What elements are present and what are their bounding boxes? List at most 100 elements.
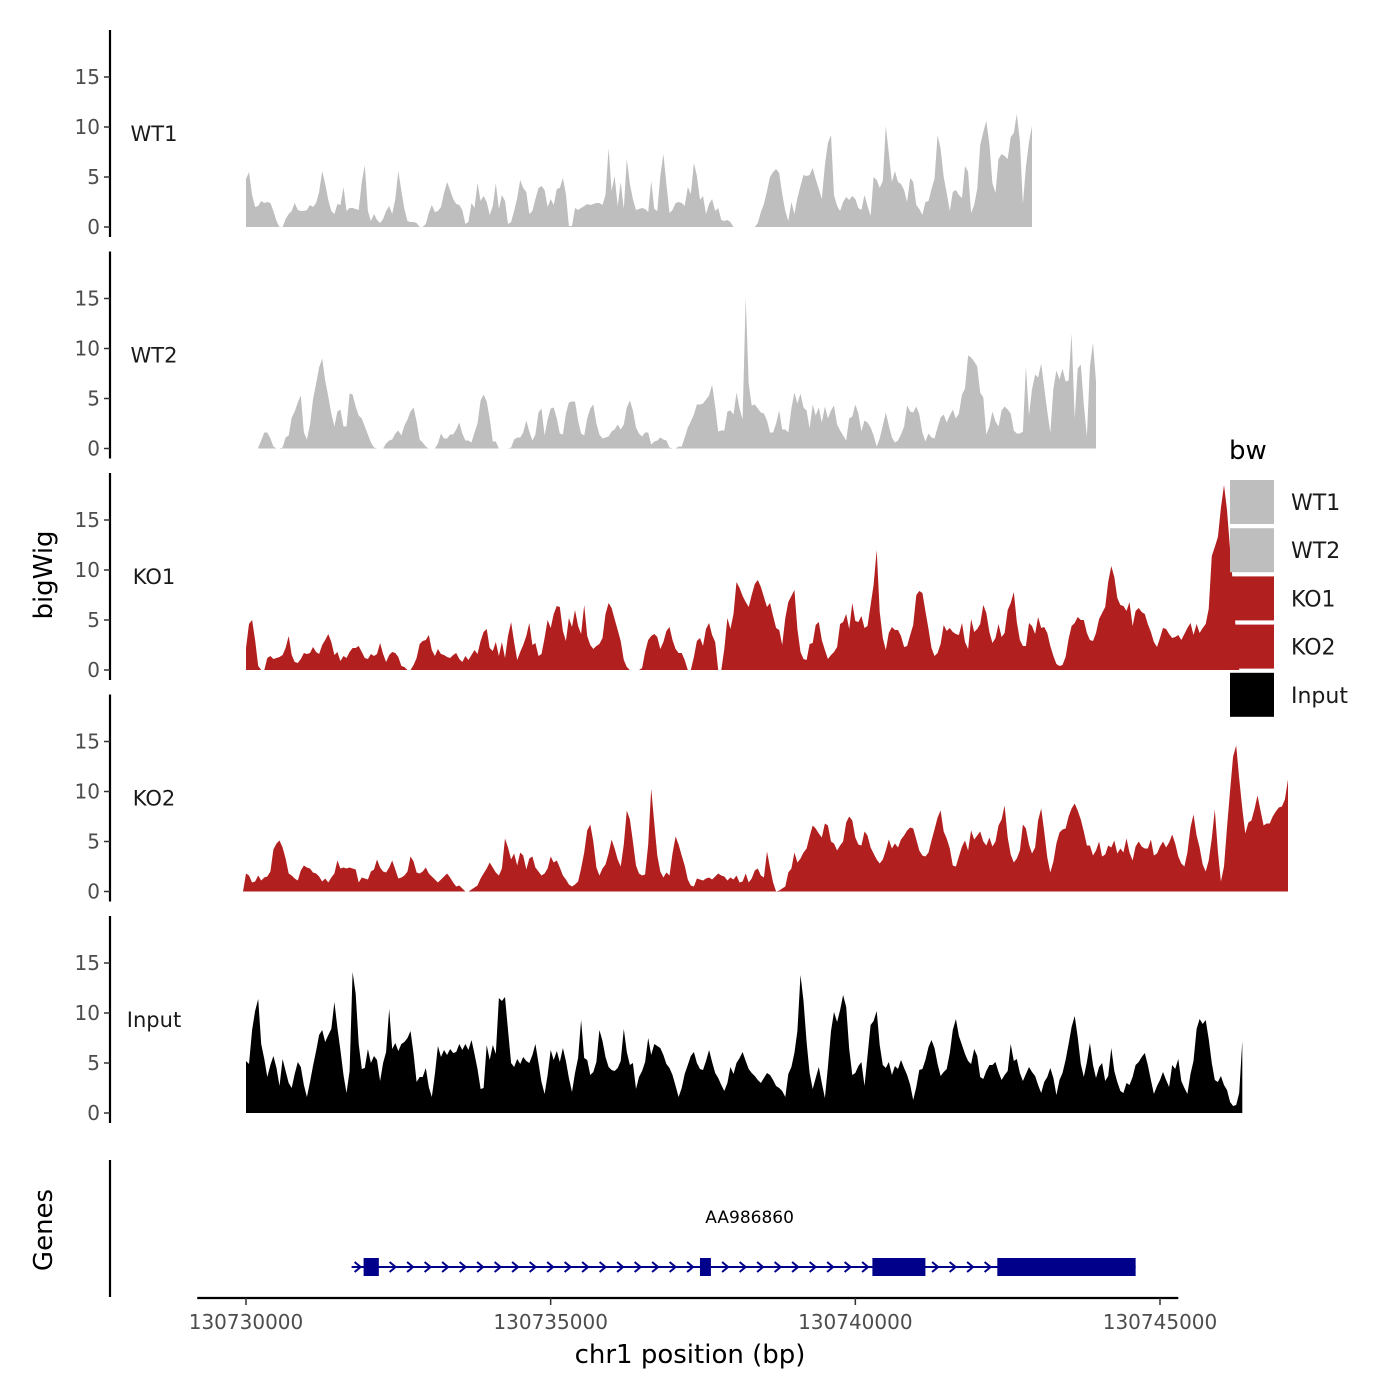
strand-arrow <box>406 1261 415 1273</box>
track-ko1: 0 5 10 15 KO1 <box>75 473 1240 682</box>
track-label: WT2 <box>131 344 178 368</box>
strand-arrow <box>423 1261 433 1273</box>
y-tick-label: 15 <box>75 730 100 754</box>
x-axis: 130730000 130735000 130740000 130745000 <box>189 1296 1218 1334</box>
legend-label: WT2 <box>1291 539 1340 564</box>
strand-arrow <box>668 1261 678 1273</box>
y-axis-title: bigWig <box>29 530 59 619</box>
strand-arrow <box>581 1261 590 1273</box>
area-input <box>246 972 1243 1113</box>
y-tick-label: 5 <box>87 387 100 411</box>
legend-item-ko1: KO1 <box>1230 576 1336 621</box>
genes-panel-title: Genes <box>29 1189 59 1271</box>
track-ko2: 0 5 10 15 KO2 <box>75 694 1288 904</box>
x-axis-title: chr1 position (bp) <box>575 1340 806 1370</box>
strand-arrow <box>791 1261 800 1273</box>
track-label: WT1 <box>131 122 178 146</box>
strand-arrow <box>686 1261 695 1273</box>
x-tick-label: 130735000 <box>493 1310 608 1334</box>
legend-swatch <box>1230 480 1274 524</box>
legend-swatch <box>1230 672 1274 717</box>
track-label: Input <box>127 1008 181 1032</box>
signal-tracks: 0 5 10 15 WT1 0 5 10 15 WT2 0 5 10 15 KO1 0 5 10 15 KO2 0 5 10… <box>75 30 1288 1125</box>
strand-arrow <box>598 1261 608 1273</box>
strand-arrow <box>546 1261 555 1273</box>
area-ko1 <box>246 485 1240 670</box>
strand-arrow <box>966 1261 975 1273</box>
strand-arrow <box>528 1261 538 1273</box>
legend-label: KO1 <box>1291 587 1336 612</box>
y-tick-label: 5 <box>87 830 100 854</box>
strand-arrow <box>721 1261 730 1273</box>
y-tick-label: 10 <box>75 1001 100 1025</box>
gene-exon <box>699 1258 711 1276</box>
gene-panel: AA986860 <box>108 1160 1136 1297</box>
y-tick-label: 10 <box>75 558 100 582</box>
track-wt2: 0 5 10 15 WT2 <box>75 251 1096 461</box>
track-label: KO2 <box>133 787 176 811</box>
legend-swatch <box>1230 576 1274 621</box>
y-tick-label: 15 <box>75 951 100 975</box>
strand-arrow <box>773 1261 783 1273</box>
legend-label: WT1 <box>1291 491 1340 516</box>
y-tick-label: 5 <box>87 165 100 189</box>
legend-item-input: Input <box>1230 672 1348 717</box>
strand-arrow <box>493 1261 503 1273</box>
strand-arrow <box>476 1261 485 1273</box>
y-tick-label: 15 <box>75 287 100 311</box>
gene-exon <box>363 1258 379 1276</box>
strand-arrow <box>563 1261 573 1273</box>
legend: bw WT1 WT2 KO1 KO2 Input <box>1229 436 1348 717</box>
strand-arrow <box>738 1261 748 1273</box>
strand-arrow <box>616 1261 625 1273</box>
legend-item-wt2: WT2 <box>1230 528 1340 573</box>
x-tick-label: 130745000 <box>1103 1310 1218 1334</box>
y-tick-label: 10 <box>75 337 100 361</box>
area-ko2 <box>243 745 1288 892</box>
strand-arrow <box>458 1261 468 1273</box>
strand-arrow <box>633 1261 643 1273</box>
area-wt2 <box>258 297 1096 449</box>
strand-arrow <box>511 1261 520 1273</box>
y-tick-label: 0 <box>87 880 100 904</box>
y-tick-label: 15 <box>75 65 100 89</box>
strand-arrow <box>353 1261 363 1273</box>
y-tick-label: 10 <box>75 780 100 804</box>
y-tick-label: 5 <box>87 1051 100 1075</box>
y-tick-label: 0 <box>87 1101 100 1125</box>
strand-arrow <box>651 1261 660 1273</box>
y-tick-label: 15 <box>75 508 100 532</box>
legend-label: KO2 <box>1291 636 1336 661</box>
strand-arrow <box>808 1261 818 1273</box>
strand-arrow <box>931 1261 940 1273</box>
gene-name-label: AA986860 <box>705 1208 794 1228</box>
area-wt1 <box>246 114 1032 227</box>
strand-arrow <box>441 1261 450 1273</box>
track-label: KO1 <box>133 565 176 589</box>
track-wt1: 0 5 10 15 WT1 <box>75 30 1032 239</box>
legend-label: Input <box>1291 684 1348 709</box>
y-tick-label: 10 <box>75 115 100 139</box>
strand-arrow <box>843 1261 853 1273</box>
legend-item-wt1: WT1 <box>1230 480 1340 524</box>
x-tick-label: 130730000 <box>189 1310 304 1334</box>
y-tick-label: 0 <box>87 215 100 239</box>
legend-swatch <box>1230 528 1274 573</box>
legend-title: bw <box>1229 436 1267 466</box>
strand-arrow <box>948 1261 958 1273</box>
gene-exon <box>872 1258 926 1276</box>
gene-exon <box>997 1258 1136 1276</box>
strand-arrow <box>388 1261 398 1273</box>
y-tick-label: 0 <box>87 658 100 682</box>
y-tick-label: 0 <box>87 437 100 461</box>
strand-arrow <box>861 1261 870 1273</box>
legend-item-ko2: KO2 <box>1230 624 1336 669</box>
track-input: 0 5 10 15 Input <box>75 916 1243 1125</box>
y-tick-label: 5 <box>87 608 100 632</box>
strand-arrow <box>983 1261 993 1273</box>
x-tick-label: 130740000 <box>798 1310 913 1334</box>
strand-arrow <box>826 1261 835 1273</box>
strand-arrow <box>756 1261 765 1273</box>
legend-swatch <box>1230 624 1274 669</box>
